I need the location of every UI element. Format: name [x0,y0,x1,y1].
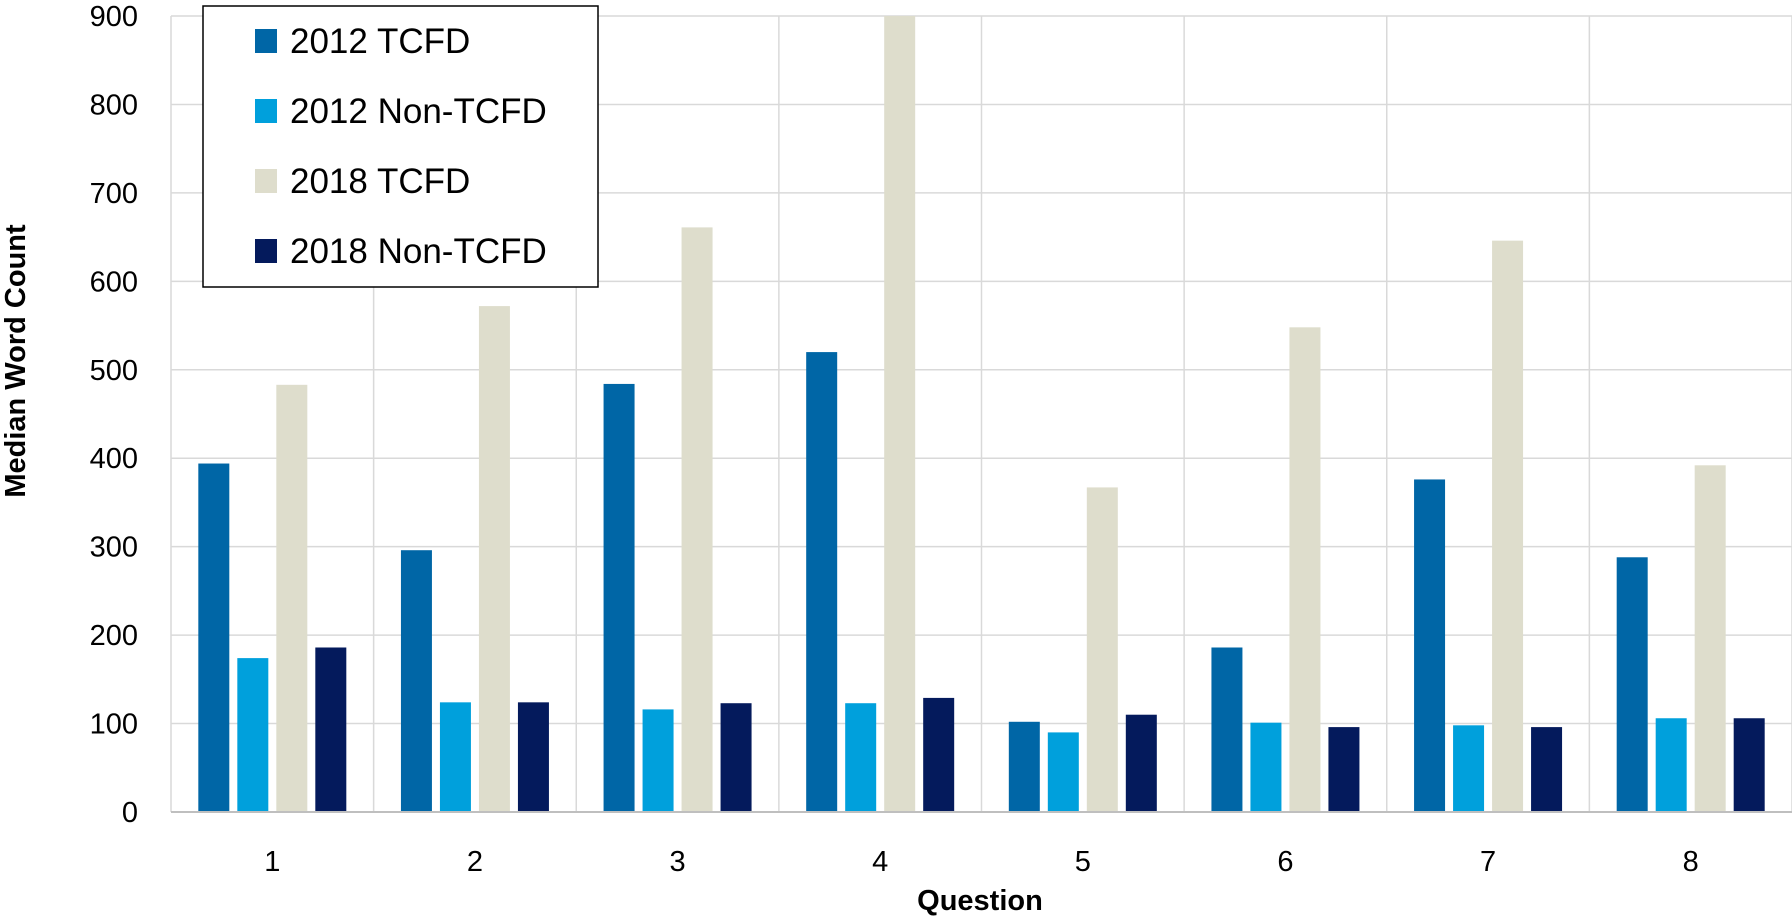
bar [1453,725,1485,812]
bar [642,709,674,812]
y-tick-label: 600 [90,266,138,298]
bar [845,703,877,812]
x-axis-title: Question [917,885,1043,917]
bar [1086,487,1118,812]
y-tick-label: 500 [90,355,138,387]
bar [1492,240,1524,812]
bar [517,702,549,812]
y-axis-title: Median Word Count [0,224,32,498]
bar [1125,714,1157,812]
legend-label: 2018 TCFD [290,162,470,201]
legend: 2012 TCFD 2012 Non-TCFD 2018 TCFD 2018 Non-… [202,5,599,288]
bar [237,658,269,812]
bar [198,463,230,812]
bar [1733,718,1765,812]
y-tick-label: 900 [90,1,138,33]
x-tick-label: 8 [1683,846,1699,878]
y-tick-label: 100 [90,709,138,741]
bar [1289,327,1321,812]
bar [720,703,752,812]
y-tick-label: 800 [90,89,138,121]
bar [1008,721,1040,812]
bar [1694,465,1726,812]
legend-swatch [255,99,277,123]
bar [884,16,916,812]
x-tick-label: 1 [264,846,280,878]
bar [1250,722,1282,812]
y-tick-label: 300 [90,532,138,564]
x-tick-label: 5 [1075,846,1091,878]
bar [400,550,432,812]
legend-swatch [255,29,277,53]
x-tick-label: 7 [1480,846,1496,878]
y-tick-label: 0 [122,797,138,829]
legend-swatch [255,239,277,263]
bar [315,647,347,812]
bar [1414,479,1446,812]
legend-label: 2012 TCFD [290,22,470,61]
bar [806,352,838,812]
bar [1616,557,1648,812]
bar [603,383,635,812]
bar [681,227,713,813]
bar [923,697,955,812]
bar [1531,727,1563,812]
legend-label: 2012 Non-TCFD [290,92,547,131]
x-tick-label: 6 [1277,846,1293,878]
bar [1211,647,1243,812]
x-tick-label: 4 [872,846,888,878]
bar [1328,727,1360,812]
bar [439,702,471,812]
x-tick-label: 2 [467,846,483,878]
x-tick-label: 3 [669,846,685,878]
y-tick-label: 400 [90,443,138,475]
bar [276,384,308,812]
legend-label: 2018 Non-TCFD [290,232,547,271]
y-tick-label: 200 [90,620,138,652]
bar [1047,732,1079,812]
y-tick-label: 700 [90,178,138,210]
legend-swatch [255,169,277,193]
bar [478,306,510,812]
bars [198,16,1765,813]
bar [1655,718,1687,812]
axes: 0 100 200 300 400 500 600 700 800 900 1 2 3 4 5 6 7 8 [90,1,1792,878]
